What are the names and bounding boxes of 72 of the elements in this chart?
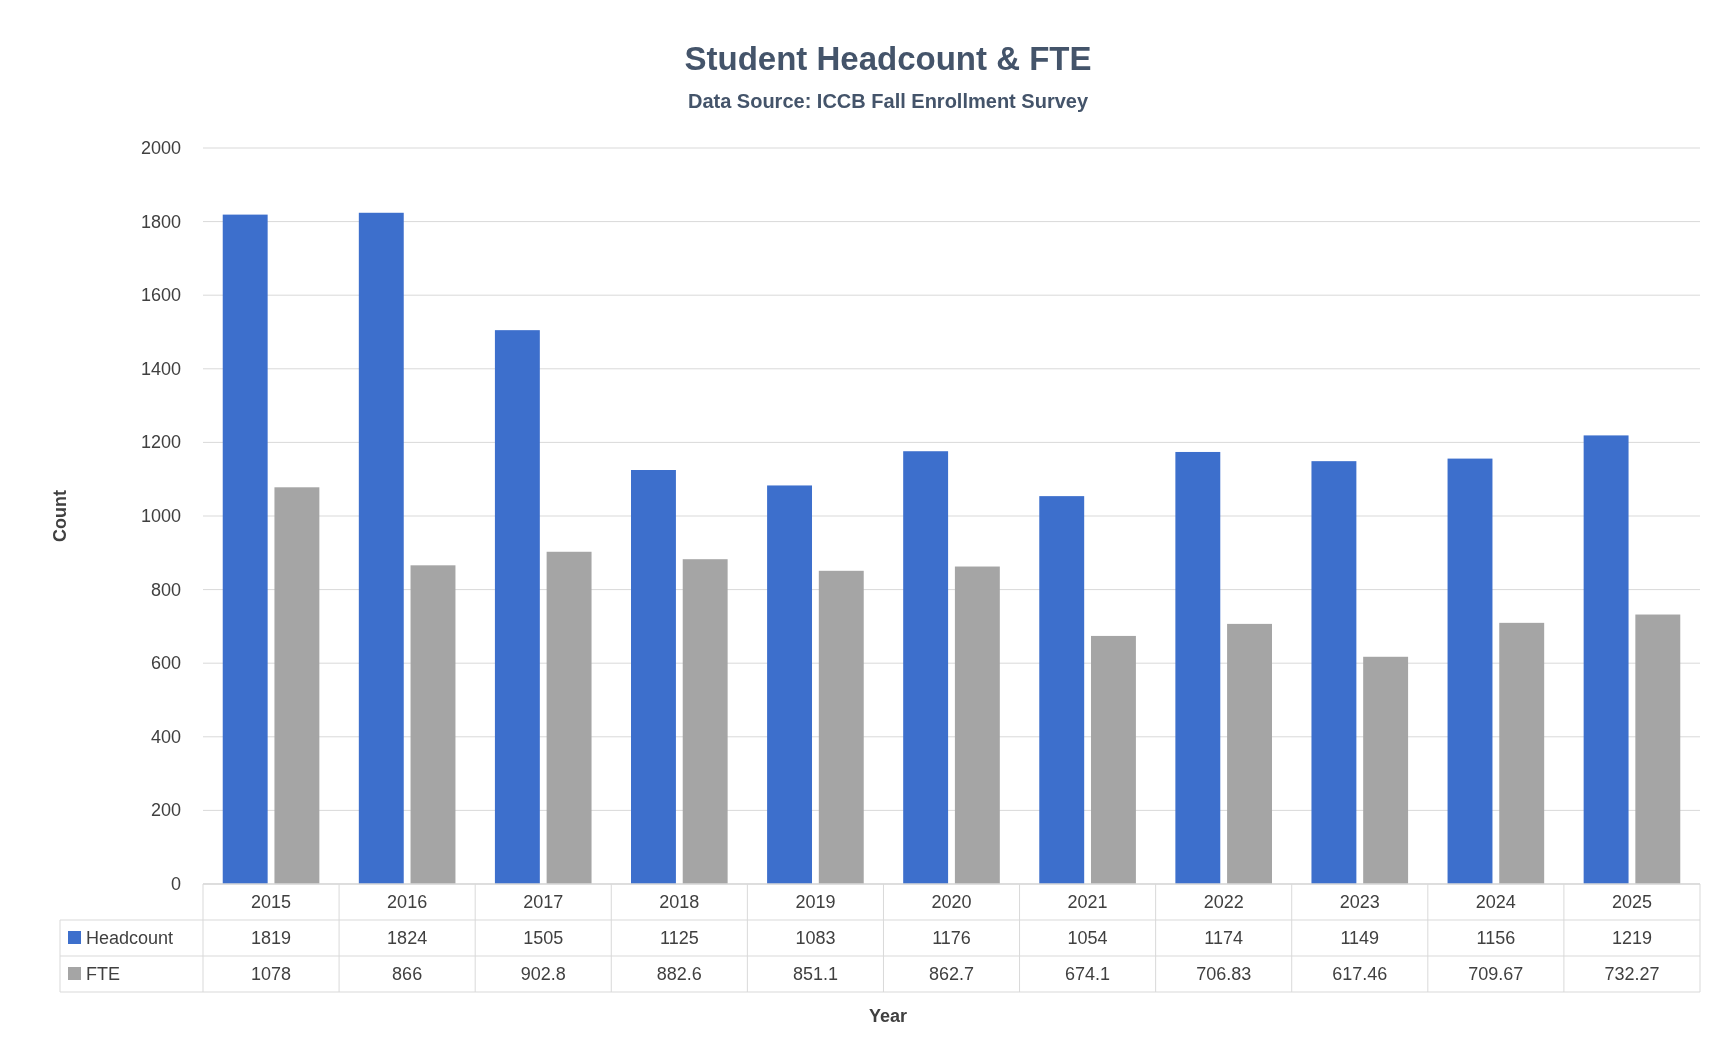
x-tick-label: 2016 (387, 892, 428, 912)
data-label: 851.1 (792, 964, 838, 984)
bar (954, 566, 1000, 884)
x-tick-label: 2018 (659, 892, 700, 912)
data-label: 674.1 (1065, 964, 1111, 984)
bar (903, 451, 949, 884)
data-label: 882.6 (656, 964, 702, 984)
y-tick-label: 800 (150, 579, 181, 600)
legend-label: FTE (86, 964, 120, 984)
bar (222, 214, 268, 884)
x-tick-label: 2022 (1203, 892, 1244, 912)
x-tick-label: 2023 (1339, 892, 1380, 912)
y-tick-label: 400 (150, 726, 181, 747)
bar (767, 485, 813, 884)
data-label: 706.83 (1196, 964, 1252, 984)
bar (1499, 622, 1545, 884)
y-tick-label: 200 (150, 800, 181, 821)
bar (1227, 623, 1272, 884)
bar (818, 570, 864, 884)
x-tick-label: 2020 (931, 892, 972, 912)
bar (1447, 458, 1493, 884)
y-tick-label: 0 (170, 874, 181, 894)
y-tick-label: 1000 (140, 506, 181, 526)
data-label: 617.46 (1332, 964, 1388, 984)
bar (631, 470, 676, 884)
data-label: 1083 (795, 928, 836, 948)
data-label: 732.27 (1604, 964, 1660, 984)
y-tick-label: 600 (150, 653, 181, 674)
bar (274, 487, 320, 884)
data-label: 866 (392, 964, 423, 984)
y-tick-label: 1200 (140, 432, 181, 453)
data-label: 862.7 (928, 964, 975, 984)
bar (1635, 614, 1681, 884)
data-label: 709.67 (1468, 964, 1524, 984)
data-label: 1149 (1340, 928, 1380, 948)
data-label: 1219 (1611, 928, 1652, 948)
bar (682, 559, 728, 884)
chart-subtitle: Data Source: ICCB Fall Enrollment Survey (687, 90, 1089, 112)
x-tick-label: 2019 (795, 892, 836, 912)
data-label: 1819 (251, 928, 292, 948)
text: Year (868, 1006, 908, 1026)
bar (546, 551, 592, 884)
chart-title: Student Headcount & FTE (684, 40, 1092, 77)
data-label: 1125 (659, 928, 699, 948)
bar (1311, 461, 1357, 884)
data-label: 1176 (932, 928, 971, 948)
y-tick-label: 2000 (140, 138, 181, 158)
bar (1090, 635, 1136, 884)
y-tick-label: 1800 (140, 211, 181, 232)
data-label: 1078 (251, 964, 292, 984)
y-tick-label: 1400 (140, 358, 181, 379)
bar (1175, 451, 1221, 884)
y-tick-label: 1600 (140, 285, 181, 306)
x-tick-label: 2017 (523, 892, 564, 912)
bar (1363, 656, 1409, 884)
bar (358, 212, 404, 884)
bar (410, 565, 456, 884)
x-tick-label: 2025 (1611, 892, 1652, 912)
bar (1039, 496, 1085, 884)
data-label: 1824 (387, 928, 428, 948)
x-tick-label: 2015 (251, 892, 292, 912)
data-label: 902.8 (520, 964, 566, 984)
bar (494, 330, 540, 884)
data-label: 1156 (1476, 928, 1516, 948)
x-tick-label: 2021 (1067, 892, 1108, 912)
data-label: 1054 (1067, 928, 1108, 948)
y-axis-title: Count (50, 490, 70, 542)
bar (1583, 435, 1629, 884)
x-tick-label: 2024 (1475, 892, 1516, 912)
data-label: 1174 (1204, 928, 1244, 948)
legend-label: Headcount (86, 928, 174, 948)
data-label: 1505 (523, 928, 564, 948)
